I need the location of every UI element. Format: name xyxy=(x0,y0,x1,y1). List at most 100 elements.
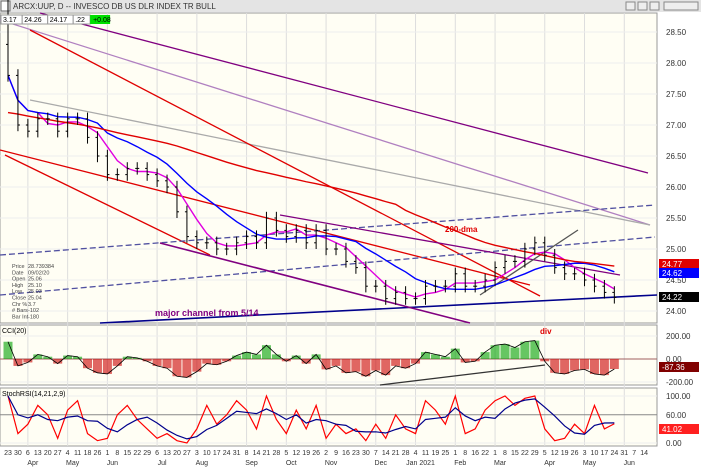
databox-label: Date xyxy=(12,270,24,276)
price-bar xyxy=(463,267,468,293)
cci-bar xyxy=(520,341,530,359)
week-tick-label: 14 xyxy=(253,450,261,457)
week-tick-label: 8 xyxy=(463,450,467,457)
week-tick-label: 10 xyxy=(203,450,211,457)
cci-bar xyxy=(291,355,301,359)
price-bar xyxy=(194,230,199,249)
cci-bar xyxy=(122,356,132,359)
cci-bar xyxy=(23,359,33,363)
cci-bar xyxy=(420,352,430,359)
price-bar xyxy=(75,112,80,125)
cci-bar xyxy=(63,355,73,359)
week-tick-label: 26 xyxy=(94,450,102,457)
red-trendline-2 xyxy=(0,149,531,286)
cci-tick-label: -200.00 xyxy=(666,378,694,387)
cci-bar xyxy=(321,359,331,370)
price-bar xyxy=(105,149,110,181)
week-tick-label: 14 xyxy=(382,450,390,457)
price-bar xyxy=(45,112,50,125)
price-tick-label: 26.00 xyxy=(666,183,687,192)
cci-label: CCI(20) xyxy=(2,328,27,335)
price-bar xyxy=(373,280,378,293)
cci-bar xyxy=(182,359,192,378)
channel-upper-line xyxy=(39,12,649,174)
cci-bar xyxy=(261,345,271,359)
window-controls[interactable] xyxy=(625,1,699,11)
price-bar xyxy=(35,112,40,138)
cci-bar xyxy=(172,359,182,377)
week-tick-label: 20 xyxy=(44,450,52,457)
databox-value: 25.03 xyxy=(28,289,42,295)
cci-bar xyxy=(281,359,291,362)
week-tick-label: 1 xyxy=(105,450,109,457)
close-button[interactable] xyxy=(649,1,660,11)
div-annotation: div xyxy=(540,327,552,336)
red-trendline-1 xyxy=(29,29,541,297)
week-tick-label: 19 xyxy=(561,450,569,457)
cci-bar xyxy=(609,359,619,370)
price-bar xyxy=(264,211,269,249)
quote-value: 3.17 xyxy=(3,17,17,24)
maximize-button[interactable] xyxy=(637,1,648,11)
cci-bar xyxy=(202,359,212,364)
week-tick-label: 28 xyxy=(402,450,410,457)
month-tick-label: Aug xyxy=(196,460,209,467)
price-tick-label: 26.50 xyxy=(666,152,687,161)
cci-bar xyxy=(212,359,222,365)
price-bar xyxy=(363,261,368,293)
week-tick-label: 15 xyxy=(511,450,519,457)
week-tick-label: 2 xyxy=(324,450,328,457)
databox-value: 25.10 xyxy=(28,283,42,289)
price-bar xyxy=(6,0,10,82)
price-bar xyxy=(204,236,209,249)
databox-label: # Bars xyxy=(12,308,28,314)
price-bar xyxy=(443,280,448,293)
week-tick-label: 12 xyxy=(292,450,300,457)
cci-bar xyxy=(550,359,560,373)
ma20-line xyxy=(7,75,615,298)
stochrsi-label: StochRSI(14,21,2,9) xyxy=(2,391,65,398)
week-tick-label: 24 xyxy=(223,450,231,457)
stoch-value-text: 41.02 xyxy=(662,425,683,434)
week-tick-label: 7 xyxy=(632,450,636,457)
price-tick-label: 24.50 xyxy=(666,276,687,285)
price-bar xyxy=(324,224,329,256)
price-bar xyxy=(493,261,498,287)
cci-bar xyxy=(510,347,520,359)
minimize-button[interactable] xyxy=(625,1,636,11)
databox-value: -102 xyxy=(28,308,39,314)
week-tick-label: 19 xyxy=(432,450,440,457)
week-tick-label: 30 xyxy=(362,450,370,457)
ma200-line xyxy=(7,111,615,267)
cci-bar xyxy=(311,354,321,359)
week-tick-label: 24 xyxy=(610,450,618,457)
cci-bar xyxy=(232,355,242,359)
week-tick-label: 19 xyxy=(302,450,310,457)
cci-bar xyxy=(112,359,122,366)
price-bar xyxy=(174,180,179,218)
databox-value: 3.7 xyxy=(28,302,36,308)
cci-value-tag xyxy=(659,362,699,372)
cci-bar xyxy=(391,359,401,366)
week-tick-label: 15 xyxy=(123,450,131,457)
week-tick-label: 14 xyxy=(640,450,648,457)
cci-bar xyxy=(470,359,480,362)
price-tick-label: 28.00 xyxy=(666,59,687,68)
price-bar xyxy=(532,236,537,256)
week-tick-label: 13 xyxy=(34,450,42,457)
week-tick-label: 13 xyxy=(163,450,171,457)
price-bar xyxy=(572,267,577,280)
week-tick-label: 1 xyxy=(453,450,457,457)
price-bar xyxy=(184,205,189,243)
month-tick-label: Jul xyxy=(158,460,167,467)
toolbar-buttons[interactable] xyxy=(663,1,699,11)
price-bar xyxy=(562,261,567,280)
price-bar xyxy=(274,211,279,237)
price-bar xyxy=(55,112,60,138)
week-tick-label: 21 xyxy=(392,450,400,457)
month-tick-label: Sep xyxy=(245,460,258,467)
week-tick-label: 12 xyxy=(551,450,559,457)
price-bar xyxy=(135,162,140,175)
cci-bar xyxy=(252,354,261,359)
